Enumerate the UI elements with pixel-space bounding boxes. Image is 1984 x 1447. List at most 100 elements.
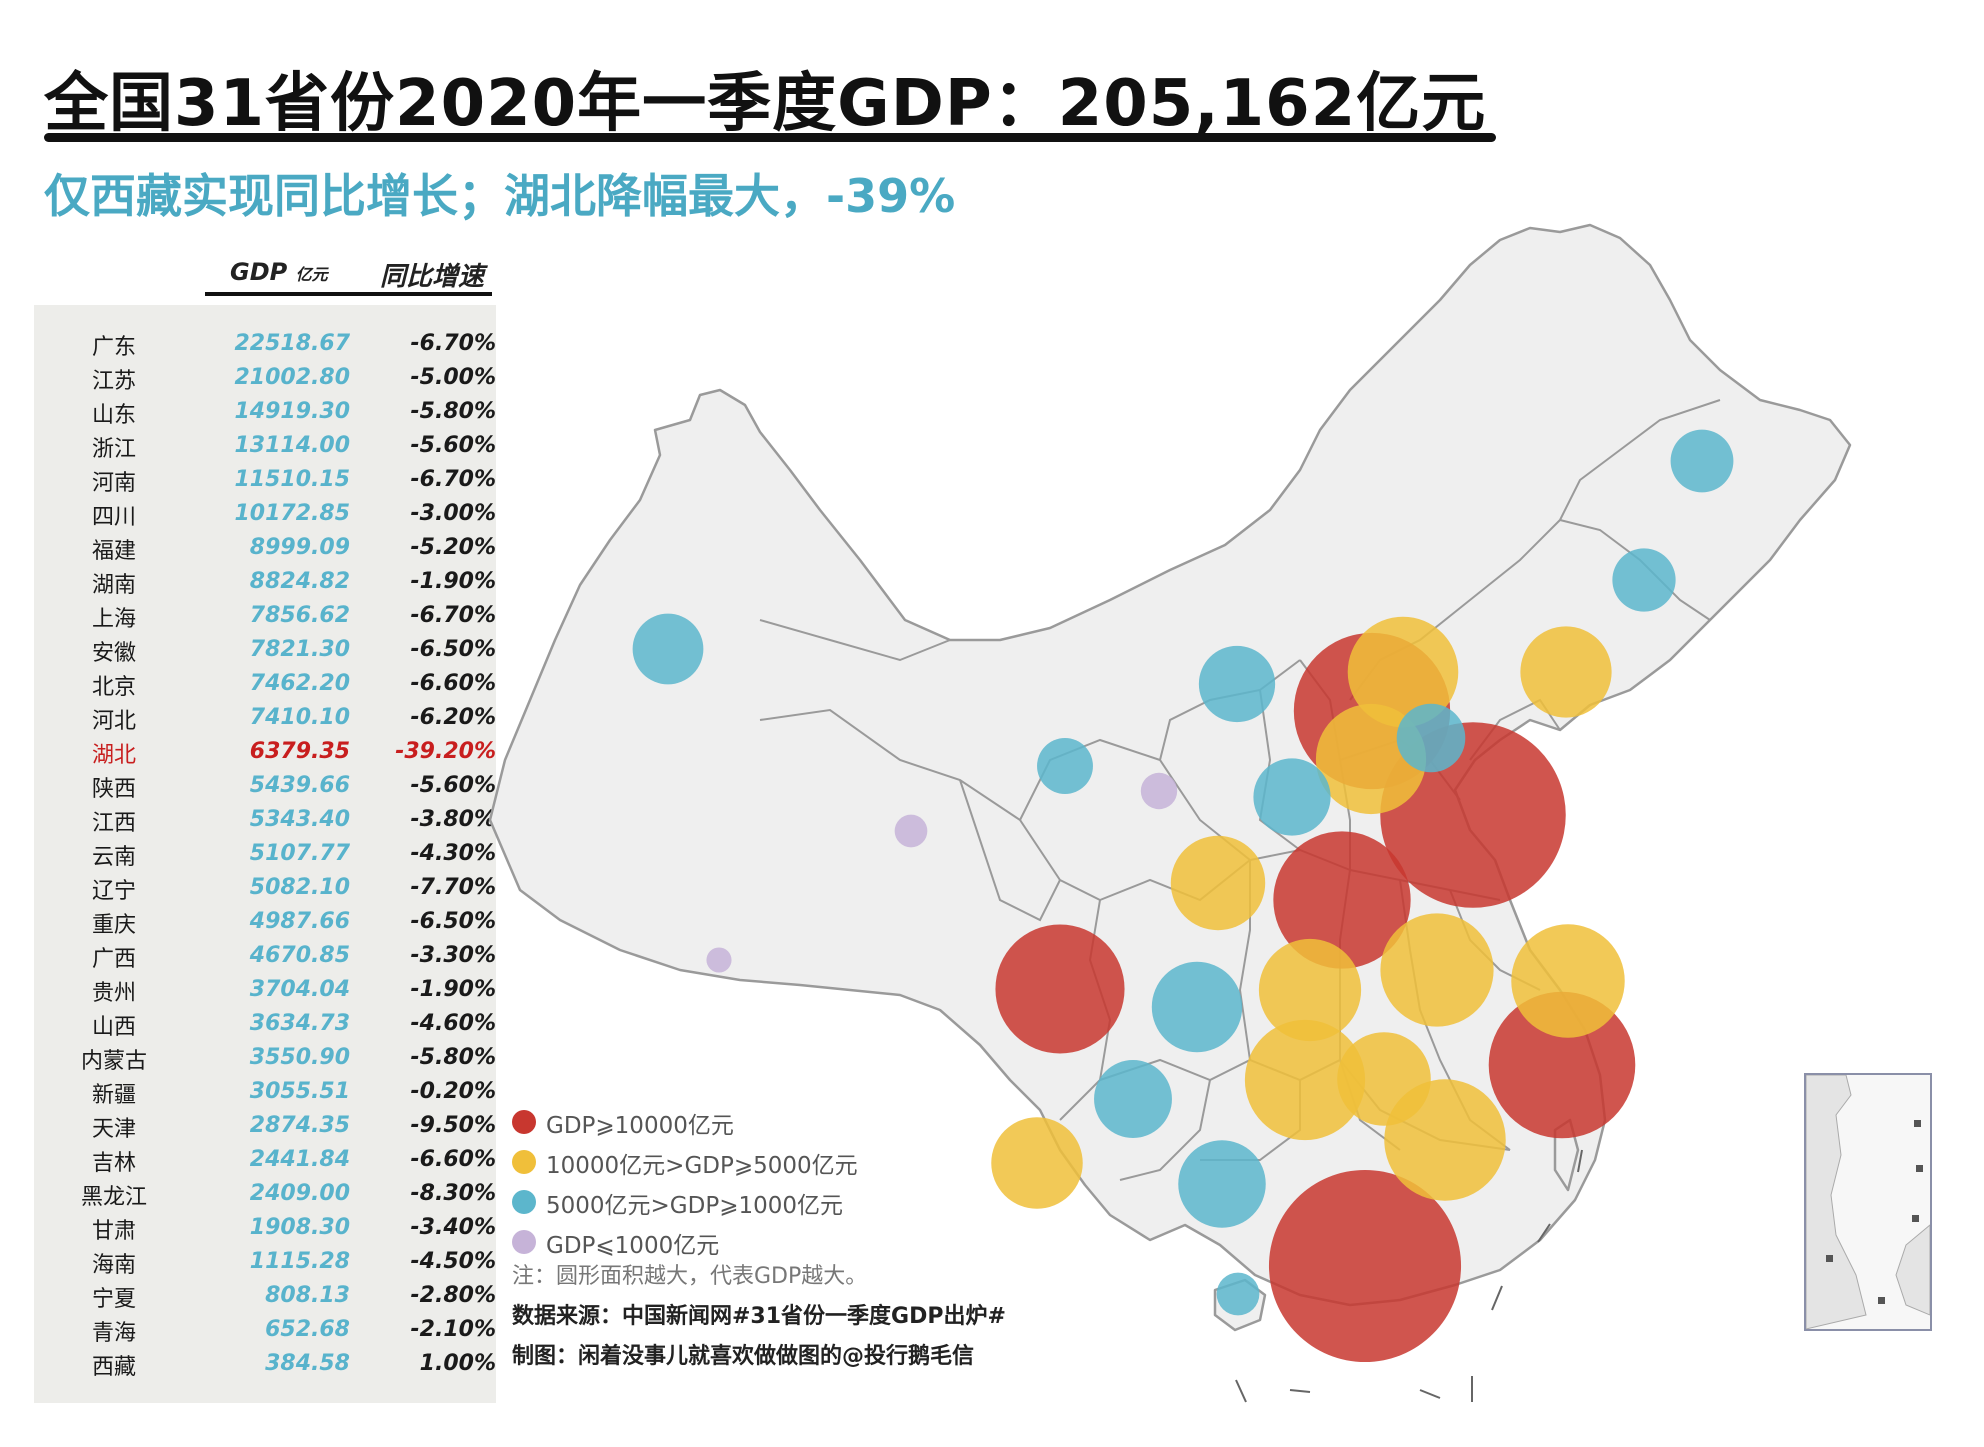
province-name: 福建: [91, 539, 136, 564]
table-row: 陕西 5439.66 -5.60%: [34, 767, 496, 802]
province-growth: -5.80%: [410, 399, 496, 424]
province-name: 吉林: [91, 1151, 136, 1176]
province-name: 四川: [91, 505, 136, 530]
table-row: 山东 14919.30 -5.80%: [34, 393, 496, 428]
table-row: 海南 1115.28 -4.50%: [34, 1243, 496, 1278]
table-row: 新疆 3055.51 -0.20%: [34, 1073, 496, 1108]
province-name: 上海: [91, 607, 136, 632]
inset-island-marker: [1916, 1165, 1923, 1172]
province-name: 山西: [91, 1015, 136, 1040]
province-growth: -6.60%: [410, 671, 496, 696]
page-title: 全国31省份2020年一季度GDP：205,162亿元: [44, 67, 1487, 141]
province-gdp: 5107.77: [249, 841, 350, 866]
province-growth: -2.10%: [410, 1317, 496, 1342]
table-header-growth: 同比增速: [380, 262, 485, 292]
province-gdp: 7856.62: [249, 603, 350, 628]
gdp-bubble-新疆: [632, 613, 704, 685]
province-growth: -4.50%: [410, 1249, 496, 1274]
province-name: 青海: [91, 1321, 136, 1346]
province-gdp: 7462.20: [249, 671, 350, 696]
table-row: 内蒙古 3550.90 -5.80%: [34, 1039, 496, 1074]
border-line: [1119, 1079, 1211, 1181]
province-name: 陕西: [91, 777, 136, 802]
gdp-bubble-陕西: [1170, 835, 1266, 931]
province-growth: -6.50%: [410, 637, 496, 662]
province-growth: -5.00%: [410, 365, 496, 390]
province-name: 广西: [91, 947, 136, 972]
inset-island-marker: [1826, 1255, 1833, 1262]
province-growth: -1.90%: [410, 569, 496, 594]
table-row: 北京 7462.20 -6.60%: [34, 665, 496, 700]
boundary-dash: [1235, 1379, 1247, 1403]
province-gdp: 3055.51: [249, 1079, 350, 1104]
table-row: 安徽 7821.30 -6.50%: [34, 631, 496, 666]
province-name: 安徽: [91, 641, 136, 666]
table-row: 四川 10172.85 -3.00%: [34, 495, 496, 530]
table-row: 江苏 21002.80 -5.00%: [34, 359, 496, 394]
gdp-bubble-辽宁: [1520, 626, 1612, 718]
province-growth: -6.60%: [410, 1147, 496, 1172]
gdp-bubble-西藏: [706, 947, 732, 973]
gdp-bubble-广东: [1268, 1169, 1462, 1363]
province-name: 湖南: [91, 573, 136, 598]
province-name: 河南: [91, 471, 136, 496]
gdp-bubble-内蒙古: [1198, 645, 1276, 723]
boundary-dash: [1577, 1149, 1583, 1173]
province-name: 西藏: [91, 1355, 136, 1380]
province-growth: -4.30%: [410, 841, 496, 866]
table-row: 河北 7410.10 -6.20%: [34, 699, 496, 734]
province-growth: -5.80%: [410, 1045, 496, 1070]
inset-coast: [1805, 1074, 1867, 1330]
gdp-bubble-天津: [1396, 703, 1466, 773]
table-row: 西藏 384.58 1.00%: [34, 1345, 496, 1380]
province-name: 重庆: [91, 913, 136, 938]
province-name: 天津: [91, 1117, 136, 1142]
gdp-bubble-湖北: [1258, 938, 1362, 1042]
table-row: 广西 4670.85 -3.30%: [34, 937, 496, 972]
gdp-bubble-黑龙江: [1670, 429, 1734, 493]
inset-island-marker: [1912, 1215, 1919, 1222]
table-row: 宁夏 808.13 -2.80%: [34, 1277, 496, 1312]
table-header-rule: [205, 292, 492, 296]
province-gdp: 1115.28: [249, 1249, 350, 1274]
province-name: 广东: [91, 335, 136, 360]
province-growth: -9.50%: [410, 1113, 496, 1138]
province-name: 云南: [91, 845, 136, 870]
province-gdp: 4987.66: [249, 909, 350, 934]
province-gdp: 7410.10: [249, 705, 350, 730]
province-gdp: 14919.30: [234, 399, 350, 424]
legend-swatch: [512, 1230, 536, 1254]
table-row: 贵州 3704.04 -1.90%: [34, 971, 496, 1006]
gdp-bubble-甘肃: [1037, 738, 1093, 794]
boundary-dash: [1491, 1285, 1503, 1311]
province-growth: -2.80%: [410, 1283, 496, 1308]
table-row: 上海 7856.62 -6.70%: [34, 597, 496, 632]
gdp-bubble-宁夏: [1140, 772, 1178, 810]
province-name: 山东: [91, 403, 136, 428]
province-gdp: 5343.40: [249, 807, 350, 832]
province-name: 湖北: [91, 743, 136, 768]
table-row: 福建 8999.09 -5.20%: [34, 529, 496, 564]
province-growth: 1.00%: [419, 1351, 496, 1376]
province-gdp: 4670.85: [249, 943, 350, 968]
province-name: 内蒙古: [80, 1049, 147, 1074]
province-gdp: 1908.30: [249, 1215, 350, 1240]
legend-swatch: [512, 1190, 536, 1214]
province-growth: -5.60%: [410, 773, 496, 798]
province-growth: -3.30%: [410, 943, 496, 968]
province-name: 宁夏: [91, 1287, 136, 1312]
gdp-bubble-安徽: [1380, 913, 1494, 1027]
inset-island-marker: [1878, 1297, 1885, 1304]
province-growth: -5.20%: [410, 535, 496, 560]
gdp-bubble-山西: [1253, 758, 1331, 836]
table-row: 湖北 6379.35 -39.20%: [34, 733, 496, 768]
legend-label: GDP⩾10000亿元: [546, 1113, 734, 1139]
table-row: 黑龙江 2409.00 -8.30%: [34, 1175, 496, 1210]
gdp-bubble-河南: [1273, 831, 1411, 969]
boundary-dash: [1537, 1223, 1551, 1243]
table-row: 重庆 4987.66 -6.50%: [34, 903, 496, 938]
province-growth: -1.90%: [410, 977, 496, 1002]
gdp-bubble-吉林: [1612, 548, 1676, 612]
province-name: 北京: [91, 675, 136, 700]
table-row: 辽宁 5082.10 -7.70%: [34, 869, 496, 904]
